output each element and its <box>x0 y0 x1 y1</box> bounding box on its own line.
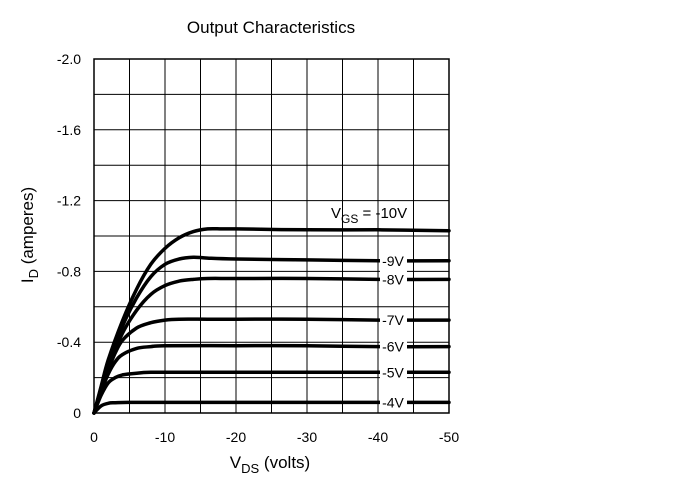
series-label-bg-vgs5 <box>380 363 407 381</box>
series-line-vgs7 <box>92 317 451 415</box>
series-label-bg-vgs9 <box>380 251 407 269</box>
y-axis-label-rest: (amperes) <box>18 187 37 269</box>
series-labels: -9V -8V -7V -6V -5V -4V <box>380 251 407 411</box>
y-tick-label: -2.0 <box>57 51 81 67</box>
series-label-vgs4: -4V <box>382 394 404 410</box>
y-tick-label: 0 <box>73 405 81 421</box>
y-axis-label-main: I <box>18 278 37 283</box>
series-label-vgs9: -9V <box>382 253 404 269</box>
x-tick-label: -30 <box>297 429 317 445</box>
series-label-vgs7: -7V <box>382 312 404 328</box>
series-line-vgs5 <box>92 370 451 415</box>
series-line-vgs6 <box>92 343 451 415</box>
series-label-vgs5: -5V <box>382 364 404 380</box>
tick-labels: 0 -10 -20 -30 -40 -50 0 -0.4 -0.8 -1.2 -1.6 -2.0 <box>57 51 459 445</box>
x-axis-label-rest: (volts) <box>259 453 310 472</box>
vgs-legend-title: VGS = -10V <box>331 205 407 226</box>
x-tick-label: -10 <box>155 429 175 445</box>
x-tick-label: -20 <box>226 429 246 445</box>
vgs-legend-main: V <box>331 205 341 222</box>
chart-title: Output Characteristics <box>187 18 355 37</box>
x-axis-label: VDS (volts) <box>230 453 310 476</box>
x-axis-label-sub: DS <box>241 461 259 476</box>
series-label-vgs8: -8V <box>382 271 404 287</box>
x-tick-label: -50 <box>439 429 459 445</box>
vgs-legend-sub: GS <box>341 212 358 226</box>
x-tick-label: 0 <box>90 429 98 445</box>
grid <box>93 58 450 414</box>
series-label-bg-vgs8 <box>380 270 407 288</box>
y-tick-label: -1.2 <box>57 193 81 209</box>
y-tick-label: -0.8 <box>57 263 81 279</box>
series-line-vgs4 <box>92 400 451 415</box>
x-axis-label-main: V <box>230 453 242 472</box>
series-label-bg-vgs7 <box>380 311 407 329</box>
series-label-vgs6: -6V <box>382 339 404 355</box>
y-axis-label: ID (amperes) <box>18 187 41 283</box>
y-tick-label: -0.4 <box>57 334 81 350</box>
series-label-bg-vgs6 <box>380 337 407 355</box>
plot-frame <box>93 58 450 414</box>
y-axis-label-sub: D <box>26 269 41 278</box>
y-tick-label: -1.6 <box>57 122 81 138</box>
vgs-legend-rest: = -10V <box>358 205 407 222</box>
x-tick-label: -40 <box>368 429 388 445</box>
series-label-bg-vgs4 <box>380 393 407 411</box>
series-lines <box>92 226 451 415</box>
